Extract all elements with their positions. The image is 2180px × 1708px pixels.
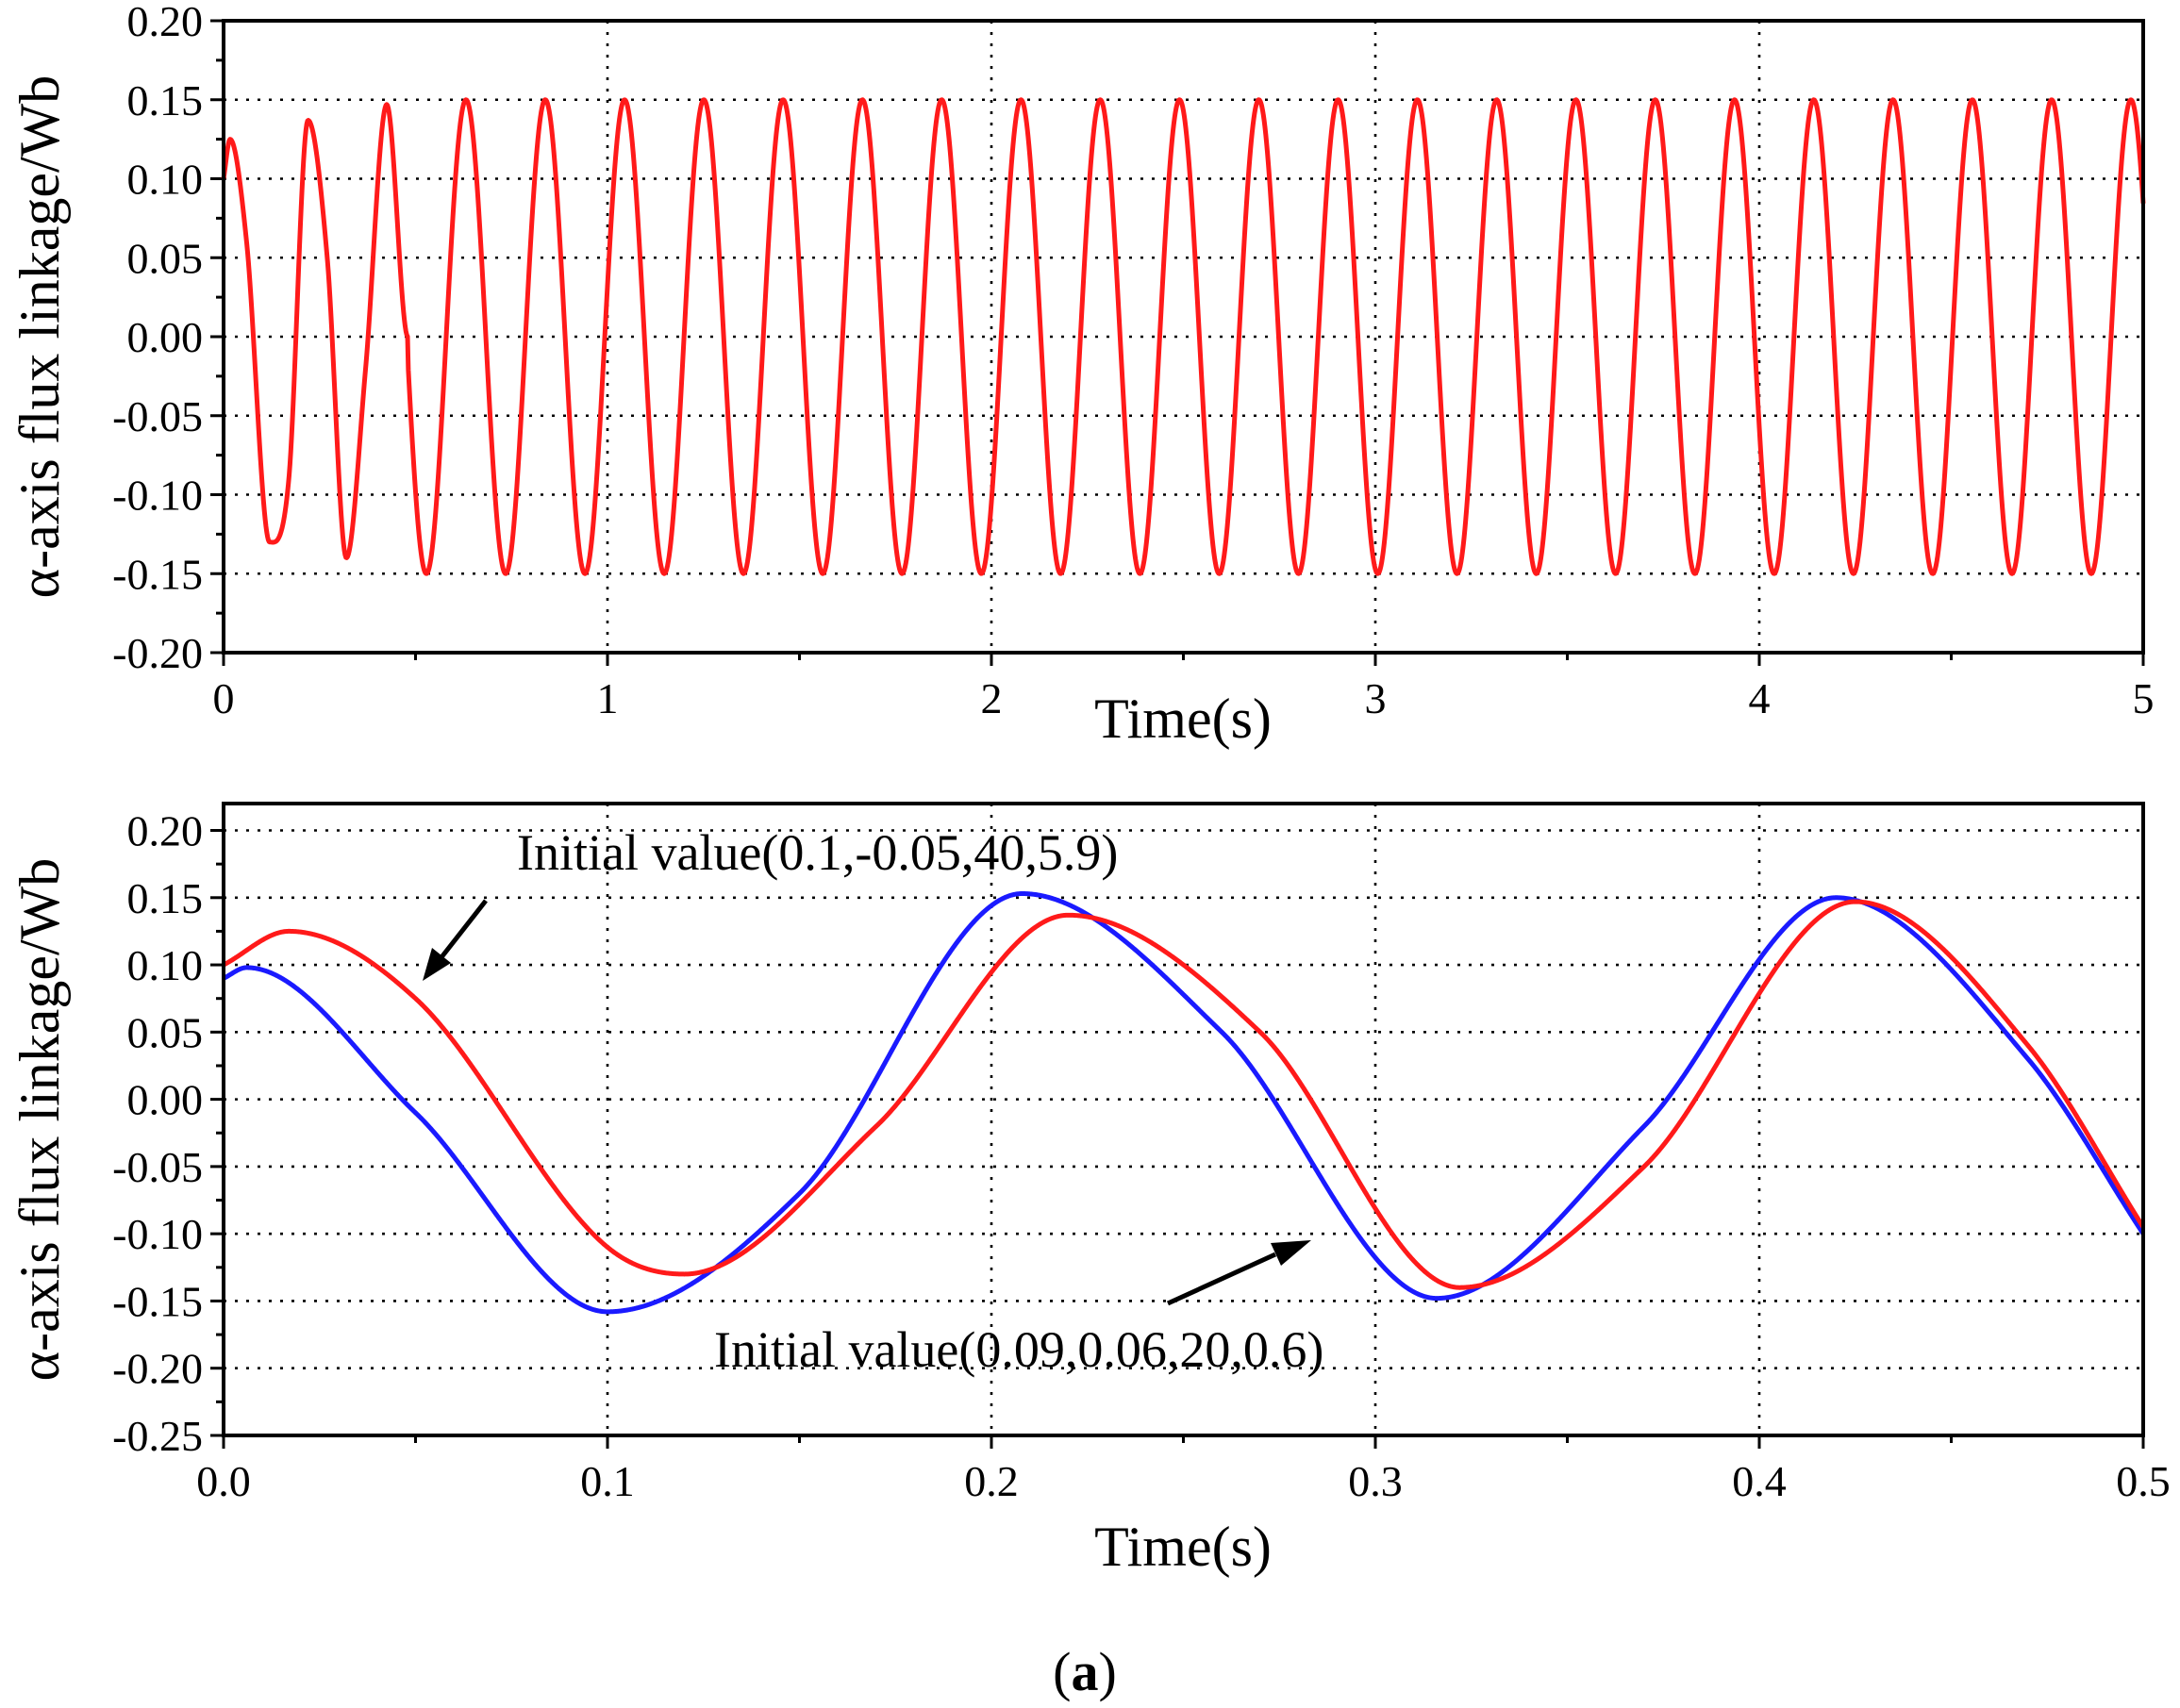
- bottom-ytick-label: -0.25: [112, 1412, 203, 1460]
- bottom-ytick-label: -0.15: [112, 1277, 203, 1325]
- bottom-xtick-label: 0.5: [2116, 1457, 2171, 1505]
- figure-caption: (a): [1053, 1641, 1117, 1702]
- top-xtick-label: 3: [1365, 674, 1387, 722]
- annotation-red-label: Initial value(0.1,-0.05,40,5.9): [517, 824, 1118, 881]
- bottom-xtick-label: 0.2: [964, 1457, 1019, 1505]
- bottom-ytick-label: 0.10: [127, 941, 204, 989]
- bottom-xlabel: Time(s): [1094, 1516, 1272, 1578]
- bottom-xtick-label: 0.4: [1732, 1457, 1787, 1505]
- top-ytick-label: -0.10: [112, 472, 203, 520]
- top-xtick-label: 4: [1749, 674, 1771, 722]
- annotation-red-arrow: [440, 899, 488, 959]
- top-plot-frame: [222, 19, 2145, 655]
- top-ytick-labels: -0.20 -0.15 -0.10 -0.05 0.00 0.05 0.10 0.15 0.20: [112, 0, 203, 677]
- top-ytick-label: -0.05: [112, 392, 203, 440]
- bottom-ylabel: α-axis flux linkage/Wb: [8, 858, 71, 1382]
- top-ytick-label: 0.00: [127, 313, 204, 361]
- top-xlabel: Time(s): [1094, 688, 1272, 750]
- bottom-chart: -0.25 -0.20 -0.15 -0.10 -0.05 0.00 0.05 0.10 0.1…: [8, 802, 2171, 1578]
- caption-letter: a: [1072, 1641, 1099, 1702]
- annotation-red-arrowhead: [423, 948, 451, 981]
- top-xtick-label: 0: [213, 674, 235, 722]
- annotation-blue-arrowhead: [1271, 1240, 1311, 1266]
- bottom-series-blue-line: [222, 891, 2146, 1315]
- bottom-ytick-label: -0.20: [112, 1345, 203, 1393]
- bottom-ytick-label: 0.00: [127, 1076, 204, 1124]
- annotation-blue-arrow: [1166, 1252, 1277, 1306]
- bottom-ytick-label: 0.15: [127, 874, 204, 922]
- top-ytick-label: 0.05: [127, 234, 204, 282]
- bottom-ytick-label: 0.05: [127, 1008, 204, 1056]
- bottom-xtick-label: 0.3: [1348, 1457, 1403, 1505]
- top-series: [221, 97, 2146, 576]
- top-ytick-label: 0.10: [127, 156, 204, 204]
- bottom-ytick-label: 0.20: [127, 807, 204, 855]
- bottom-series: [222, 891, 2146, 1315]
- top-xtick-label: 5: [2133, 674, 2155, 722]
- annotation-blue-label: Initial value(0.09,0.06,20,0.6): [714, 1321, 1323, 1378]
- bottom-xtick-label: 0.0: [196, 1457, 251, 1505]
- bottom-ytick-label: -0.10: [112, 1210, 203, 1258]
- top-chart: -0.20 -0.15 -0.10 -0.05 0.00 0.05 0.10 0.15 0.20…: [8, 0, 2155, 750]
- bottom-xtick-label: 0.1: [580, 1457, 635, 1505]
- top-ytick-label: -0.20: [112, 629, 203, 677]
- top-ylabel: α-axis flux linkage/Wb: [8, 75, 71, 599]
- top-series-red-line: [221, 97, 2146, 576]
- bottom-ytick-label: -0.05: [112, 1143, 203, 1191]
- top-xtick-label: 2: [981, 674, 1003, 722]
- caption-open: (: [1053, 1641, 1071, 1702]
- top-ytick-label: -0.15: [112, 550, 203, 598]
- top-ytick-label: 0.20: [127, 0, 204, 45]
- bottom-xtick-labels: 0.0 0.1 0.2 0.3 0.4 0.5: [196, 1457, 2171, 1505]
- top-ytick-label: 0.15: [127, 76, 204, 124]
- bottom-ytick-labels: -0.25 -0.20 -0.15 -0.10 -0.05 0.00 0.05 0.10 0.1…: [112, 807, 203, 1460]
- top-xtick-labels: 0 1 2 3 4 5: [213, 674, 2155, 722]
- top-xtick-label: 1: [597, 674, 619, 722]
- bottom-plot-frame: [222, 802, 2145, 1437]
- bottom-series-red-line: [222, 899, 2146, 1290]
- caption-close: ): [1099, 1641, 1117, 1702]
